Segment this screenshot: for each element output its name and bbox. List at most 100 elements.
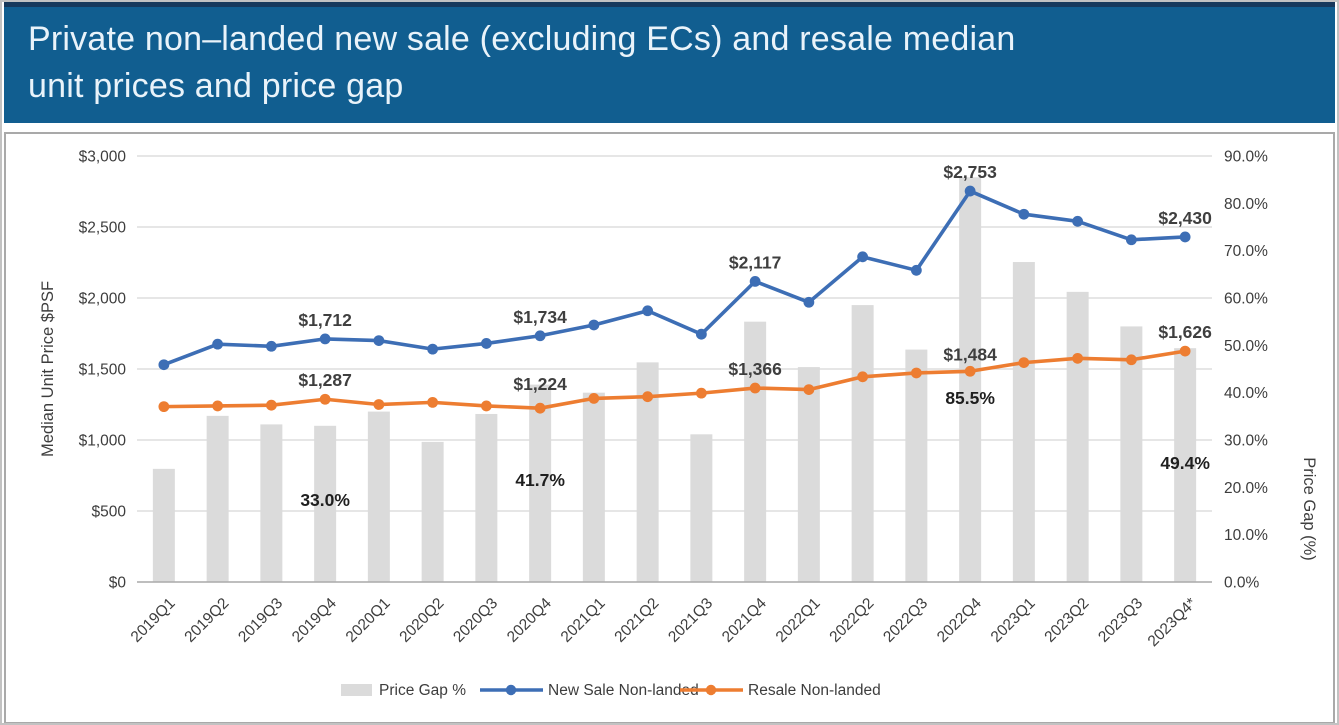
legend-item-new-sale-non-landed-label: New Sale Non-landed	[548, 682, 699, 699]
left-axis-tick-label: $500	[92, 503, 127, 520]
x-axis-tick-label: 2022Q4	[934, 594, 985, 645]
left-axis-tick-label: $2,000	[79, 290, 127, 307]
resale-marker	[803, 384, 815, 395]
resale-marker	[695, 387, 707, 399]
resale-marker	[1072, 352, 1084, 364]
resale-line	[162, 349, 1187, 410]
gap-label: 85.5%	[945, 388, 995, 408]
resale-marker	[1125, 354, 1137, 365]
right-axis-tick-label: 40.0%	[1224, 385, 1268, 402]
price-gap-bar	[636, 362, 659, 582]
data-label: $1,484	[943, 344, 997, 364]
price-gap-bar	[851, 304, 874, 582]
resale-marker	[265, 399, 277, 411]
new-sale-marker	[1018, 208, 1030, 220]
resale-marker	[480, 400, 492, 412]
data-label: $1,734	[513, 307, 567, 327]
x-axis-tick-label: 2023Q4*	[1145, 595, 1200, 650]
new-sale-marker	[1125, 234, 1137, 245]
left-axis-tick-label: $3,000	[79, 148, 127, 165]
x-axis-tick-label: 2022Q1	[773, 595, 824, 646]
right-axis-tick-label: 0.0%	[1224, 574, 1260, 591]
data-label: $1,626	[1158, 322, 1212, 342]
new-sale-marker	[427, 343, 439, 355]
left-axis-tick-label: $1,000	[79, 432, 127, 449]
price-gap-bar	[260, 424, 283, 582]
price-gap-bar	[959, 177, 982, 582]
x-axis-tick-label: 2023Q2	[1041, 595, 1092, 646]
right-axis-tick-label: 70.0%	[1224, 243, 1268, 260]
new-sale-marker	[588, 319, 600, 331]
x-axis-tick-label: 2020Q4	[504, 594, 555, 645]
title-banner: Private non–landed new sale (excluding E…	[4, 2, 1335, 123]
x-axis-tick-label: 2022Q2	[826, 595, 877, 646]
price-gap-bar	[690, 434, 713, 582]
data-label: $2,117	[729, 252, 782, 272]
x-axis-tick-label: 2021Q1	[558, 595, 609, 646]
resale-marker	[427, 396, 439, 408]
data-label: $1,712	[298, 310, 352, 330]
x-axis-tick-label: 2020Q2	[396, 595, 447, 646]
price-gap-bar	[367, 411, 390, 582]
left-axis-title: Median Unit Price $PSF	[39, 281, 57, 457]
price-gap-bar	[1066, 291, 1089, 582]
new-sale-marker	[534, 330, 546, 341]
right-axis-tick-label: 90.0%	[1224, 148, 1268, 165]
resale-marker	[749, 382, 761, 394]
x-axis-tick-label: 2023Q3	[1095, 595, 1146, 646]
new-sale-marker	[749, 275, 761, 287]
left-axis-tick-label: $0	[109, 574, 127, 591]
resale-marker	[910, 367, 922, 379]
right-axis-tick-label: 30.0%	[1224, 432, 1268, 449]
right-axis-tick-label: 10.0%	[1224, 527, 1268, 544]
new-sale-marker	[857, 251, 869, 263]
gap-label: 41.7%	[515, 470, 565, 490]
new-sale-marker	[1179, 231, 1191, 243]
price-gap-bar	[529, 384, 552, 582]
resale-marker	[642, 391, 654, 402]
legend-swatch-bar	[341, 683, 372, 696]
right-axis-tick-label: 50.0%	[1224, 338, 1268, 355]
new-sale-marker	[803, 296, 815, 308]
x-axis-tick-label: 2020Q1	[343, 595, 394, 646]
price-gap-bar	[206, 415, 229, 582]
page-title-line-1: Private non–landed new sale (excluding E…	[28, 20, 1016, 58]
new-sale-marker	[480, 337, 492, 349]
price-gap-bar	[905, 349, 928, 582]
legend-swatch-dot	[705, 684, 717, 696]
x-axis-tick-label: 2019Q1	[128, 595, 179, 646]
x-axis-tick-label: 2019Q3	[235, 595, 286, 646]
new-sale-marker	[158, 359, 170, 370]
resale-marker	[373, 398, 385, 410]
x-axis-tick-label: 2021Q3	[665, 595, 716, 646]
price-gap-bar	[475, 413, 498, 582]
data-label: $1,366	[728, 359, 782, 379]
price-gap-bar	[797, 366, 820, 582]
price-gap-bar	[1012, 261, 1035, 582]
new-sale-marker	[212, 338, 224, 350]
resale-marker	[319, 393, 331, 405]
x-axis-tick-label: 2022Q3	[880, 595, 931, 646]
new-sale-marker	[265, 340, 277, 352]
legend-item-resale-non-landed-label: Resale Non-landed	[748, 682, 881, 699]
x-axis-tick-label: 2020Q3	[450, 595, 501, 646]
gap-label: 49.4%	[1160, 453, 1210, 473]
new-sale-marker	[910, 264, 922, 276]
resale-marker	[964, 365, 976, 377]
price-gap-bar	[314, 425, 337, 582]
resale-marker	[1179, 345, 1191, 357]
new-sale-marker	[1072, 215, 1084, 227]
data-label: $1,287	[298, 370, 352, 390]
resale-marker	[857, 371, 869, 383]
left-axis-tick-label: $2,500	[79, 219, 127, 236]
chart-svg: $0 $500 $1,000 $1,500 $2,000 $2,500 $3,000 0.0%…	[39, 148, 1318, 699]
resale-marker	[212, 400, 224, 412]
price-gap-bar	[1174, 347, 1197, 582]
price-gap-bar	[421, 441, 444, 582]
data-label: $2,430	[1158, 208, 1212, 228]
new-sale-marker	[373, 335, 385, 346]
new-sale-marker	[319, 333, 331, 345]
right-axis-title: Price Gap (%)	[1300, 457, 1318, 561]
x-axis-tick-label: 2019Q2	[181, 595, 232, 646]
